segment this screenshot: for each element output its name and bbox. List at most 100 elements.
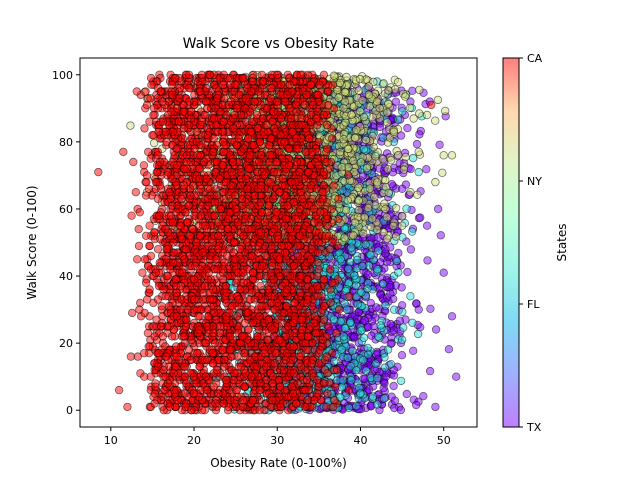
data-point	[381, 175, 390, 185]
data-point	[378, 279, 388, 289]
data-point	[414, 147, 423, 157]
data-point	[447, 151, 457, 160]
data-point	[346, 318, 355, 328]
data-point	[351, 133, 360, 143]
data-point	[401, 152, 410, 162]
data-point	[394, 268, 403, 277]
data-point	[398, 307, 407, 317]
data-point	[383, 345, 393, 354]
data-point	[341, 205, 351, 215]
data-point	[339, 103, 348, 113]
data-point	[431, 116, 440, 125]
data-point	[423, 256, 432, 265]
data-point	[342, 305, 352, 314]
data-point	[335, 78, 345, 88]
data-point	[393, 77, 403, 87]
data-point	[339, 332, 348, 341]
data-point	[380, 353, 389, 362]
data-point	[392, 256, 401, 266]
data-point	[406, 292, 415, 301]
data-point	[391, 232, 401, 241]
data-point	[329, 71, 339, 80]
data-point	[374, 246, 383, 255]
data-point	[407, 227, 417, 236]
data-point	[365, 184, 375, 193]
data-point	[391, 97, 401, 106]
data-point	[415, 85, 424, 95]
data-point	[372, 225, 382, 235]
data-point	[356, 389, 365, 398]
data-point	[397, 351, 407, 360]
data-point	[406, 187, 415, 197]
data-point	[412, 400, 421, 410]
data-points	[94, 70, 461, 415]
data-point	[355, 74, 365, 84]
data-point	[389, 381, 398, 391]
data-point	[390, 396, 400, 405]
data-point	[419, 392, 428, 401]
data-point	[399, 323, 408, 332]
data-point	[344, 264, 353, 273]
data-point	[397, 221, 407, 230]
data-point	[398, 212, 407, 221]
data-point	[409, 346, 418, 355]
data-point	[339, 135, 348, 144]
data-point	[378, 154, 388, 164]
data-point	[126, 121, 135, 130]
data-point	[422, 164, 431, 174]
data-point	[384, 99, 393, 109]
data-point	[397, 335, 407, 344]
data-point	[408, 153, 418, 163]
data-point	[415, 109, 424, 118]
data-point	[372, 303, 381, 312]
data-point	[381, 204, 390, 214]
data-point	[338, 376, 347, 385]
data-point	[431, 402, 440, 412]
data-point	[359, 144, 369, 154]
data-point	[373, 265, 382, 274]
data-point	[416, 213, 425, 222]
data-point	[439, 268, 448, 277]
data-point	[336, 255, 345, 264]
data-point	[390, 305, 399, 314]
data-point	[397, 184, 407, 193]
data-point	[439, 151, 448, 160]
data-point	[379, 394, 389, 403]
data-point	[399, 165, 409, 174]
data-point	[367, 331, 376, 340]
data-point	[350, 218, 360, 227]
data-point	[340, 233, 349, 242]
data-point	[353, 300, 362, 309]
data-point	[415, 130, 424, 139]
data-point	[364, 82, 373, 91]
data-point	[371, 152, 380, 161]
data-point	[414, 167, 423, 177]
data-point	[346, 362, 355, 371]
data-point	[342, 72, 351, 82]
data-point	[366, 250, 375, 260]
data-point	[441, 106, 450, 116]
data-point	[408, 318, 417, 327]
data-point	[351, 281, 361, 290]
data-point	[403, 267, 412, 277]
data-point	[386, 155, 396, 165]
data-point	[413, 329, 423, 339]
data-point	[444, 345, 454, 354]
data-point	[355, 107, 365, 116]
data-point	[347, 243, 356, 252]
data-point	[396, 405, 406, 415]
data-point	[352, 125, 361, 134]
data-point	[379, 79, 388, 88]
data-point	[431, 177, 440, 187]
data-point	[425, 366, 435, 376]
data-point	[406, 245, 416, 254]
data-point	[356, 158, 366, 167]
data-point	[383, 108, 392, 117]
data-point	[360, 212, 369, 222]
data-point	[422, 110, 432, 120]
data-point	[381, 244, 390, 254]
data-point	[372, 97, 382, 106]
data-point	[402, 389, 411, 399]
data-point	[426, 304, 435, 313]
data-point	[433, 95, 443, 105]
